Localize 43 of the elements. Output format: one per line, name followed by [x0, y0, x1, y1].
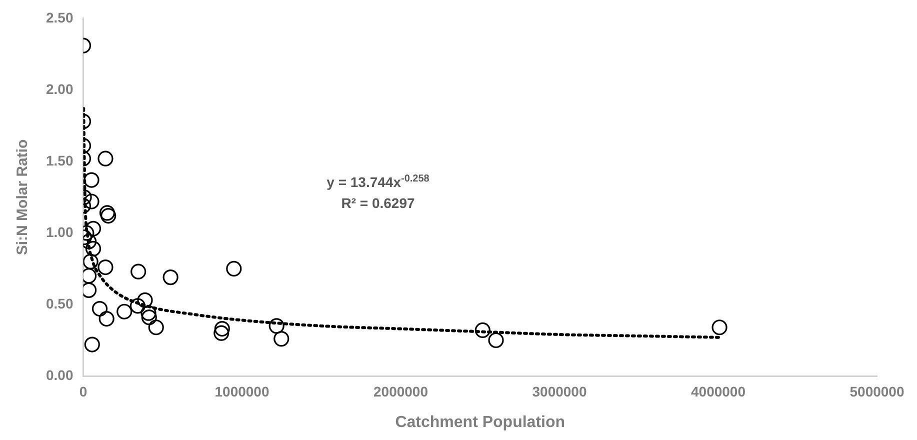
point: [92, 300, 108, 317]
point: [148, 320, 164, 336]
point: [85, 240, 102, 256]
point: [162, 270, 178, 286]
point: [130, 264, 146, 280]
point: [85, 220, 102, 236]
point: [214, 325, 230, 341]
x-tick-label: 0: [79, 383, 88, 400]
point: [98, 259, 114, 276]
point: [141, 310, 157, 326]
x-tick-label: 3000000: [532, 383, 587, 400]
x-tick-label: 2000000: [373, 383, 428, 400]
y-tick-label: 0.00: [46, 366, 74, 383]
point: [268, 318, 284, 334]
point: [84, 172, 100, 188]
point: [100, 208, 116, 224]
point: [84, 336, 100, 352]
point: [116, 304, 132, 320]
x-tick-label: 5000000: [850, 383, 904, 400]
point: [140, 305, 156, 321]
point: [214, 320, 230, 337]
annotation: R² = 0.6297: [341, 195, 415, 211]
y-tick-label: 2.00: [46, 80, 74, 97]
x-tick-label: 1000000: [214, 383, 270, 400]
y-tick-label: 1.50: [46, 152, 74, 168]
point: [99, 205, 116, 221]
point: [226, 260, 242, 277]
point: [137, 292, 153, 308]
point: [84, 194, 100, 210]
point: [130, 298, 146, 314]
y-tick-label: 1.00: [46, 224, 74, 240]
x-axis-title: Catchment Population: [395, 414, 566, 431]
point: [98, 150, 114, 166]
point: [474, 322, 490, 338]
point: [712, 320, 728, 336]
point: [98, 310, 114, 327]
point: [83, 254, 98, 270]
y-axis-title: Si:N Molar Ratio: [14, 139, 32, 256]
point: [274, 331, 290, 347]
x-tick-label: 4000000: [690, 383, 746, 400]
point: [488, 332, 504, 348]
y-tick-label: 0.50: [46, 295, 74, 312]
y-tick-label: 2.50: [46, 9, 74, 26]
